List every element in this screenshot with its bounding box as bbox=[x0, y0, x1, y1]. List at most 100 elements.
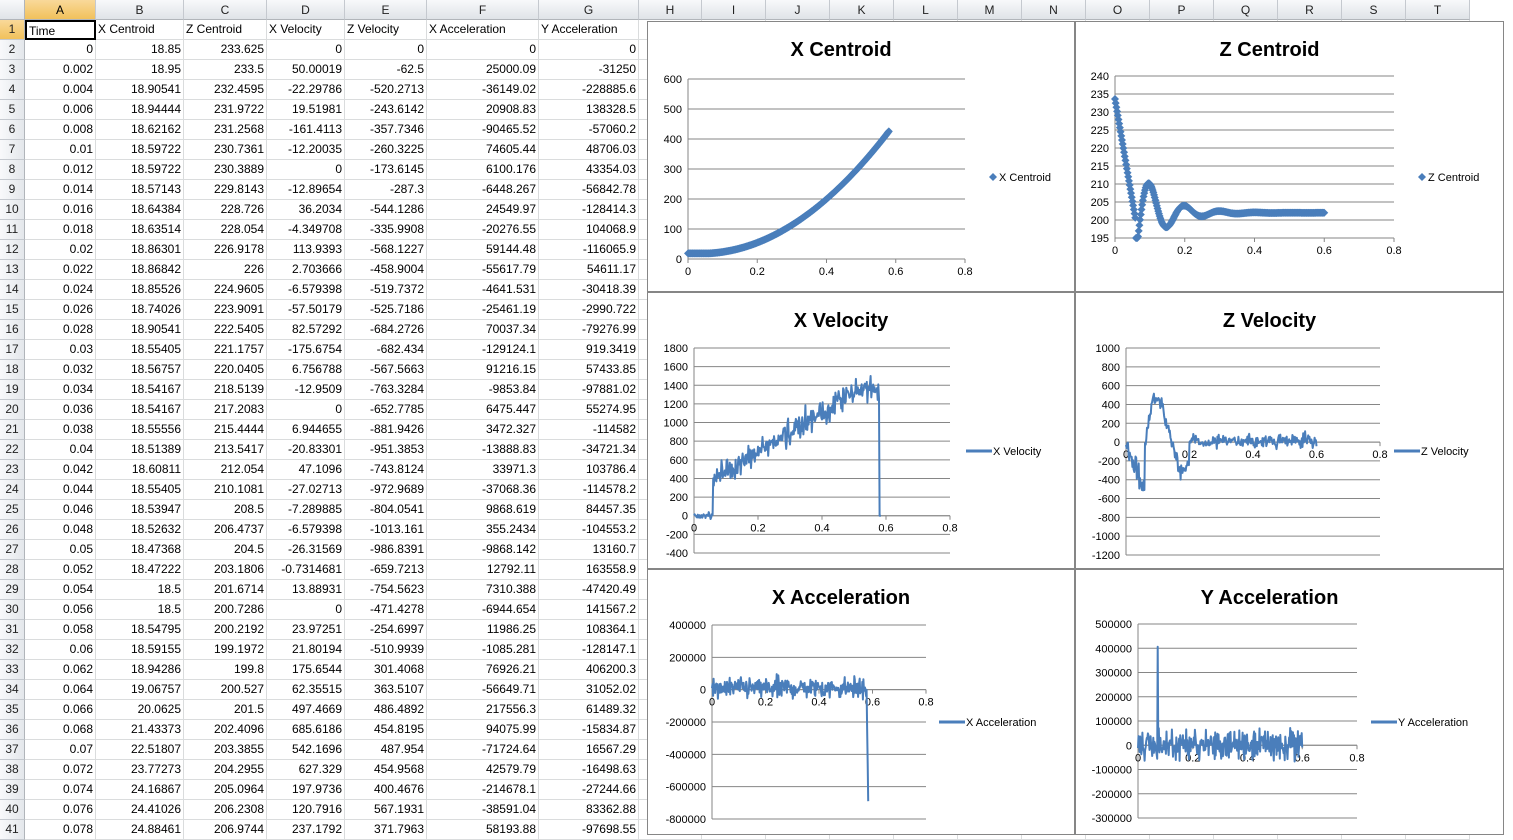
row-header-39[interactable]: 39 bbox=[0, 780, 25, 800]
data-cell[interactable]: 0.032 bbox=[25, 360, 96, 380]
data-cell[interactable]: 23.77273 bbox=[96, 760, 184, 780]
data-cell[interactable]: -104553.2 bbox=[539, 520, 639, 540]
data-cell[interactable]: -71724.64 bbox=[427, 740, 539, 760]
data-cell[interactable]: 0 bbox=[25, 40, 96, 60]
data-cell[interactable]: 48706.03 bbox=[539, 140, 639, 160]
data-cell[interactable]: 18.85526 bbox=[96, 280, 184, 300]
data-cell[interactable]: 400.4676 bbox=[345, 780, 427, 800]
row-header-33[interactable]: 33 bbox=[0, 660, 25, 680]
data-cell[interactable]: -986.8391 bbox=[345, 540, 427, 560]
data-cell[interactable]: 0.006 bbox=[25, 100, 96, 120]
data-cell[interactable]: 203.3855 bbox=[184, 740, 267, 760]
data-cell[interactable]: 18.90541 bbox=[96, 80, 184, 100]
data-cell[interactable]: 0.05 bbox=[25, 540, 96, 560]
data-cell[interactable]: 18.5 bbox=[96, 580, 184, 600]
data-cell[interactable]: 18.86301 bbox=[96, 240, 184, 260]
data-cell[interactable]: -9868.142 bbox=[427, 540, 539, 560]
column-header-b[interactable]: B bbox=[96, 0, 184, 20]
data-cell[interactable]: 57433.85 bbox=[539, 360, 639, 380]
data-cell[interactable]: 454.8195 bbox=[345, 720, 427, 740]
column-header-l[interactable]: L bbox=[894, 0, 958, 20]
data-cell[interactable]: -6944.654 bbox=[427, 600, 539, 620]
data-cell[interactable]: 103786.4 bbox=[539, 460, 639, 480]
data-cell[interactable]: 199.1972 bbox=[184, 640, 267, 660]
row-header-5[interactable]: 5 bbox=[0, 100, 25, 120]
data-cell[interactable]: 230.3889 bbox=[184, 160, 267, 180]
data-cell[interactable]: 163558.9 bbox=[539, 560, 639, 580]
data-cell[interactable]: 18.47222 bbox=[96, 560, 184, 580]
data-cell[interactable]: -335.9908 bbox=[345, 220, 427, 240]
data-cell[interactable]: -129124.1 bbox=[427, 340, 539, 360]
data-cell[interactable]: 18.59722 bbox=[96, 160, 184, 180]
chart-x-acceleration[interactable]: X Acceleration -800000 -600000 -400000 -2000… bbox=[647, 569, 1075, 835]
row-header-37[interactable]: 37 bbox=[0, 740, 25, 760]
data-cell[interactable]: 104068.9 bbox=[539, 220, 639, 240]
data-cell[interactable]: -4.349708 bbox=[267, 220, 345, 240]
data-cell[interactable]: 0 bbox=[345, 40, 427, 60]
data-cell[interactable]: -55617.79 bbox=[427, 260, 539, 280]
data-cell[interactable]: 18.51389 bbox=[96, 440, 184, 460]
data-cell[interactable]: 371.7963 bbox=[345, 820, 427, 840]
row-header-28[interactable]: 28 bbox=[0, 560, 25, 580]
data-cell[interactable]: 18.94444 bbox=[96, 100, 184, 120]
data-cell[interactable]: 6.944655 bbox=[267, 420, 345, 440]
data-cell[interactable]: 0 bbox=[267, 40, 345, 60]
column-header-g[interactable]: G bbox=[539, 0, 639, 20]
data-cell[interactable]: 0.038 bbox=[25, 420, 96, 440]
data-cell[interactable]: 237.1792 bbox=[267, 820, 345, 840]
data-cell[interactable]: -471.4278 bbox=[345, 600, 427, 620]
data-cell[interactable]: 685.6186 bbox=[267, 720, 345, 740]
data-cell[interactable]: 31052.02 bbox=[539, 680, 639, 700]
data-cell[interactable]: 24.88461 bbox=[96, 820, 184, 840]
data-cell[interactable]: 0.024 bbox=[25, 280, 96, 300]
data-cell[interactable]: -525.7186 bbox=[345, 300, 427, 320]
chart-z-velocity[interactable]: Z Velocity -1200 -1000 -800 -600 -400 -200 0 200… bbox=[1075, 292, 1504, 569]
data-cell[interactable]: 0.014 bbox=[25, 180, 96, 200]
data-cell[interactable]: 36.2034 bbox=[267, 200, 345, 220]
data-cell[interactable]: -62.5 bbox=[345, 60, 427, 80]
data-cell[interactable]: 18.62162 bbox=[96, 120, 184, 140]
data-cell[interactable]: 0 bbox=[267, 400, 345, 420]
data-cell[interactable]: 0.052 bbox=[25, 560, 96, 580]
data-cell[interactable]: -15834.87 bbox=[539, 720, 639, 740]
row-header-23[interactable]: 23 bbox=[0, 460, 25, 480]
data-cell[interactable]: -13888.83 bbox=[427, 440, 539, 460]
data-cell[interactable]: 205.0964 bbox=[184, 780, 267, 800]
data-cell[interactable]: 18.54167 bbox=[96, 380, 184, 400]
data-cell[interactable]: -25461.19 bbox=[427, 300, 539, 320]
data-cell[interactable]: 141567.2 bbox=[539, 600, 639, 620]
data-cell[interactable]: 62.35515 bbox=[267, 680, 345, 700]
data-cell[interactable]: -57.50179 bbox=[267, 300, 345, 320]
data-cell[interactable]: -567.5663 bbox=[345, 360, 427, 380]
data-cell[interactable]: 232.4595 bbox=[184, 80, 267, 100]
data-cell[interactable]: 91216.15 bbox=[427, 360, 539, 380]
data-cell[interactable]: 627.329 bbox=[267, 760, 345, 780]
data-cell[interactable]: 0 bbox=[267, 160, 345, 180]
data-cell[interactable]: 233.5 bbox=[184, 60, 267, 80]
data-cell[interactable]: 20908.83 bbox=[427, 100, 539, 120]
data-cell[interactable]: -22.29786 bbox=[267, 80, 345, 100]
data-cell[interactable]: 18.55405 bbox=[96, 480, 184, 500]
row-header-32[interactable]: 32 bbox=[0, 640, 25, 660]
data-cell[interactable]: 201.6714 bbox=[184, 580, 267, 600]
data-cell[interactable]: 24.16867 bbox=[96, 780, 184, 800]
data-cell[interactable]: 18.63514 bbox=[96, 220, 184, 240]
row-header-14[interactable]: 14 bbox=[0, 280, 25, 300]
data-cell[interactable]: -763.3284 bbox=[345, 380, 427, 400]
data-cell[interactable]: 919.3419 bbox=[539, 340, 639, 360]
data-cell[interactable]: 0.008 bbox=[25, 120, 96, 140]
data-cell[interactable]: 567.1931 bbox=[345, 800, 427, 820]
data-cell[interactable]: 0.068 bbox=[25, 720, 96, 740]
data-cell[interactable]: 113.9393 bbox=[267, 240, 345, 260]
data-cell[interactable]: 201.5 bbox=[184, 700, 267, 720]
data-cell[interactable]: 120.7916 bbox=[267, 800, 345, 820]
data-cell[interactable]: 206.9744 bbox=[184, 820, 267, 840]
row-header-4[interactable]: 4 bbox=[0, 80, 25, 100]
data-cell[interactable]: 0.018 bbox=[25, 220, 96, 240]
data-cell[interactable]: -26.31569 bbox=[267, 540, 345, 560]
row-header-16[interactable]: 16 bbox=[0, 320, 25, 340]
data-cell[interactable]: 0.06 bbox=[25, 640, 96, 660]
row-header-7[interactable]: 7 bbox=[0, 140, 25, 160]
data-cell[interactable]: 486.4892 bbox=[345, 700, 427, 720]
data-cell[interactable]: 82.57292 bbox=[267, 320, 345, 340]
